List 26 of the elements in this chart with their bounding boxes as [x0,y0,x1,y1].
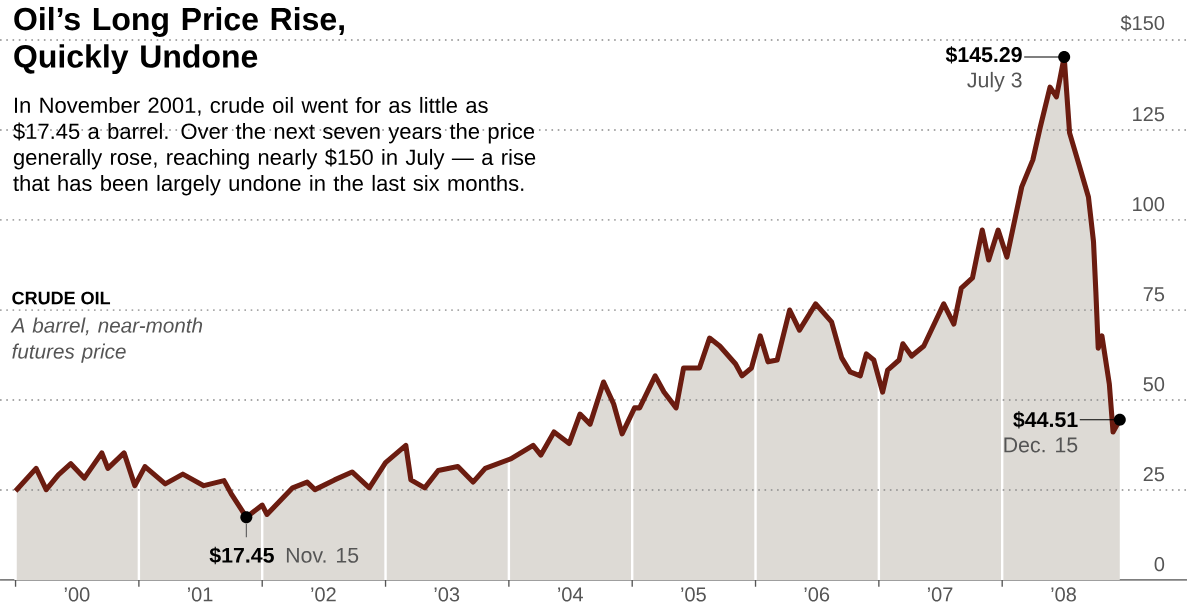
y-tick-label: $150 [1120,15,1165,32]
y-tick-label: 25 [1143,467,1165,482]
x-tick-label: ’05 [681,587,706,602]
annotation: $17.45 [209,546,274,565]
y-tick-label: 0 [1154,557,1165,572]
x-tick-label: ’01 [187,587,213,602]
chart-title: Oil’s Long Price Rise, Quickly Undone [14,6,344,75]
x-tick-label: ’04 [558,587,583,602]
x-tick-label: ’03 [434,587,460,602]
y-tick-label: 100 [1133,197,1165,212]
annotation: A barrel, near-month futures price [10,317,203,363]
text: In November 2001, crude oil went for as little as $17.45 a barrel. Over the next seven years the price generally rose, reaching nearly $150 in July — a rise that has been largely undone in the last six months. [13,96,536,196]
x-tick-label: ’02 [311,587,336,602]
annotation: Nov. 15 [286,547,359,563]
x-tick-label: ’08 [1051,587,1076,602]
annotation: July 3 [967,71,1022,92]
y-tick-label: 75 [1143,287,1165,302]
annotation: Dec. 15 [1004,437,1078,453]
y-tick-label: 125 [1133,107,1165,122]
x-tick-label: ’07 [927,587,953,602]
x-tick-label: ’00 [64,587,90,602]
y-axis-title: CRUDE OIL [12,291,111,305]
x-tick-label: ’06 [804,587,830,602]
annotation: $44.51 [1013,411,1078,429]
annotation: $145.29 [945,46,1022,64]
y-tick-label: 50 [1143,377,1165,392]
